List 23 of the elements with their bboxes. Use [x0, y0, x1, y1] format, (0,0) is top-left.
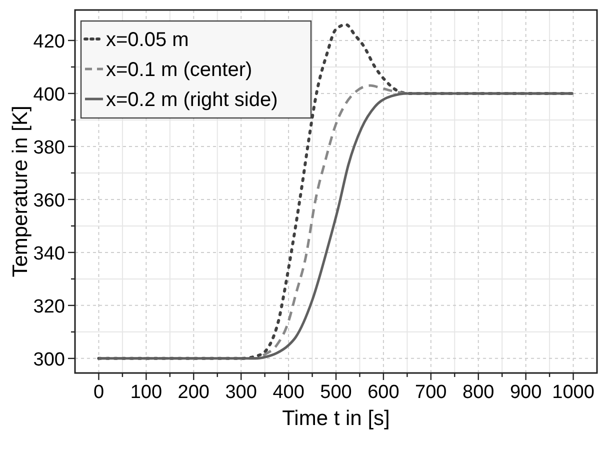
y-tick-label: 300 — [33, 349, 65, 370]
x-tick-label: 0 — [93, 382, 104, 403]
x-tick-label: 300 — [225, 382, 257, 403]
x-tick-label: 400 — [272, 382, 304, 403]
y-tick-label: 400 — [33, 84, 65, 106]
legend-label: x=0.1 m (center) — [106, 59, 252, 81]
x-tick-label: 1000 — [552, 382, 594, 403]
x-tick-label: 200 — [178, 382, 210, 403]
y-tick-label: 380 — [33, 137, 65, 158]
legend-label: x=0.2 m (right side) — [106, 89, 278, 111]
x-tick-label: 500 — [320, 382, 352, 403]
legend-label: x=0.05 m — [106, 29, 189, 51]
y-tick-label: 320 — [33, 296, 65, 318]
x-tick-label: 100 — [130, 382, 162, 403]
x-tick-label: 800 — [462, 382, 494, 403]
y-tick-label: 340 — [33, 243, 65, 264]
x-axis-title: Time t in [s] — [282, 407, 390, 430]
x-tick-label: 900 — [510, 382, 542, 403]
y-tick-label: 420 — [33, 31, 65, 52]
y-axis-title: Temperature in [K] — [9, 106, 32, 278]
y-tick-label: 360 — [33, 190, 65, 212]
x-tick-label: 700 — [415, 382, 447, 403]
x-tick-label: 600 — [368, 382, 400, 403]
